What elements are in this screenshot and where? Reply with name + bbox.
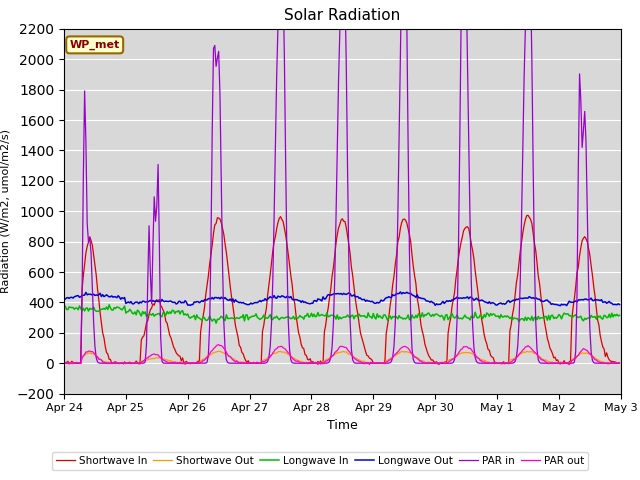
Longwave Out <box>616 302 623 308</box>
Line: PAR in: PAR in <box>64 0 620 363</box>
Longwave In <box>60 304 68 310</box>
Shortwave In <box>501 360 509 366</box>
Longwave In <box>502 314 510 320</box>
Longwave In <box>385 314 392 320</box>
Y-axis label: Radiation (W/m2, umol/m2/s): Radiation (W/m2, umol/m2/s) <box>1 129 11 293</box>
Shortwave Out <box>490 360 497 366</box>
Shortwave Out <box>104 359 111 365</box>
Longwave Out <box>102 292 110 298</box>
Shortwave Out <box>60 360 68 366</box>
PAR in <box>447 360 454 366</box>
PAR out <box>102 360 110 366</box>
PAR out <box>383 359 391 364</box>
Shortwave Out <box>523 348 531 354</box>
Shortwave Out <box>616 360 623 366</box>
Shortwave In <box>383 323 391 328</box>
Longwave Out <box>60 295 68 301</box>
Line: Shortwave Out: Shortwave Out <box>64 351 620 363</box>
Shortwave In <box>61 360 69 366</box>
Shortwave In <box>104 351 111 357</box>
Line: Longwave Out: Longwave Out <box>64 292 620 306</box>
Shortwave Out <box>572 355 580 360</box>
Longwave Out <box>556 303 564 309</box>
PAR in <box>501 360 509 366</box>
PAR out <box>60 360 68 366</box>
Text: WP_met: WP_met <box>70 40 120 50</box>
Shortwave In <box>60 360 68 365</box>
Shortwave Out <box>447 357 454 362</box>
Title: Solar Radiation: Solar Radiation <box>284 9 401 24</box>
Longwave In <box>491 312 499 317</box>
PAR in <box>102 360 110 366</box>
Longwave Out <box>397 289 404 295</box>
Longwave Out <box>447 299 454 304</box>
Shortwave Out <box>383 357 391 363</box>
Shortwave Out <box>61 360 69 366</box>
PAR out <box>572 355 580 361</box>
Longwave In <box>572 312 580 318</box>
Shortwave In <box>490 355 497 360</box>
Shortwave In <box>524 212 532 218</box>
Shortwave In <box>572 284 580 290</box>
Line: Longwave In: Longwave In <box>64 305 620 323</box>
X-axis label: Time: Time <box>327 419 358 432</box>
PAR out <box>215 342 223 348</box>
Longwave In <box>105 302 113 308</box>
Shortwave In <box>447 316 454 322</box>
Longwave In <box>448 311 456 316</box>
Longwave In <box>616 312 623 318</box>
PAR in <box>382 360 390 366</box>
Longwave Out <box>572 298 580 304</box>
PAR in <box>570 359 578 365</box>
Longwave Out <box>501 301 509 307</box>
Longwave Out <box>382 295 390 300</box>
PAR out <box>447 358 454 363</box>
PAR in <box>616 360 623 366</box>
PAR in <box>60 360 68 366</box>
Longwave Out <box>490 300 497 306</box>
Line: PAR out: PAR out <box>64 345 620 365</box>
PAR out <box>501 361 509 367</box>
PAR out <box>565 362 573 368</box>
Shortwave In <box>616 360 623 366</box>
Line: Shortwave In: Shortwave In <box>64 215 620 363</box>
PAR out <box>490 360 497 365</box>
Longwave In <box>212 320 220 326</box>
Legend: Shortwave In, Shortwave Out, Longwave In, Longwave Out, PAR in, PAR out: Shortwave In, Shortwave Out, Longwave In… <box>52 452 588 470</box>
PAR out <box>616 360 623 366</box>
Longwave In <box>102 304 110 310</box>
PAR in <box>490 360 497 366</box>
Shortwave Out <box>501 360 509 366</box>
